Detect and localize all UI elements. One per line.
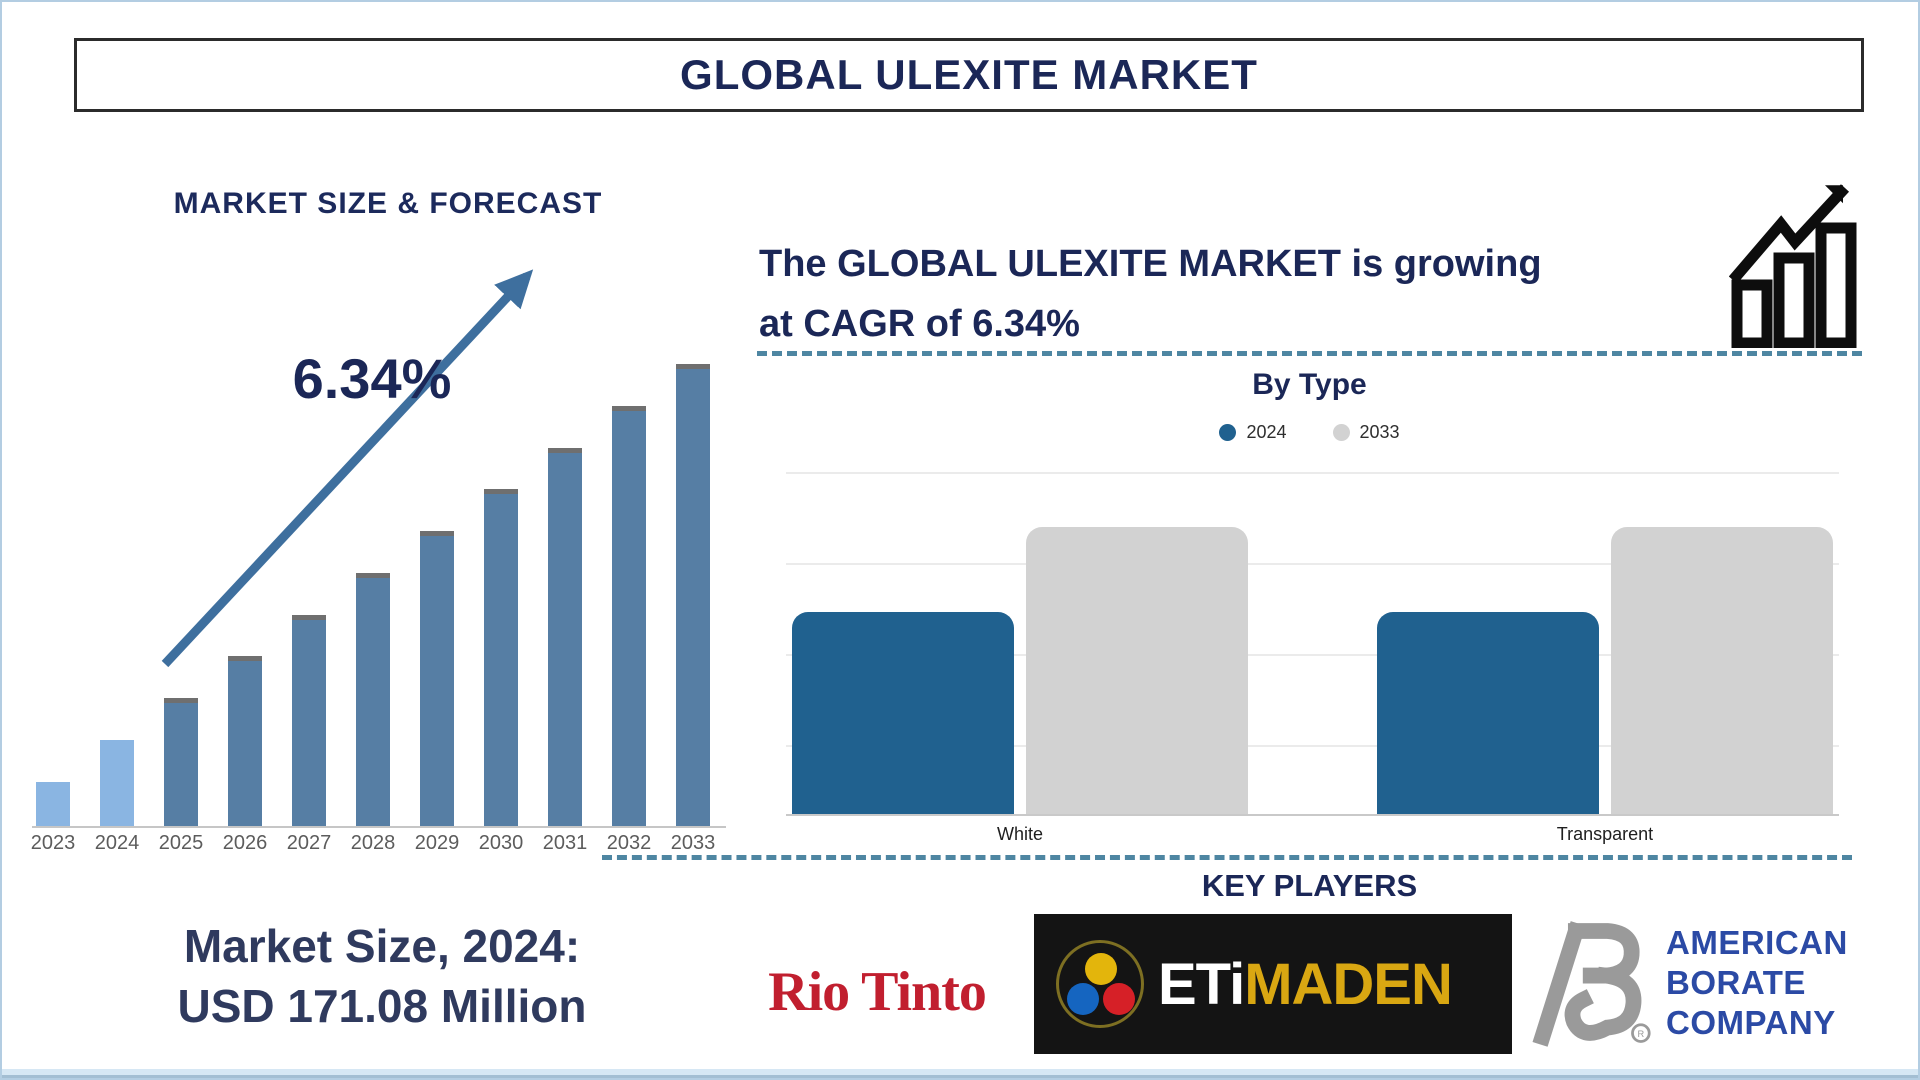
by-type-bar-White-2033 xyxy=(1026,527,1248,814)
market-size-forecast-heading: MARKET SIZE & FORECAST xyxy=(173,187,603,220)
abc-line-american: AMERICAN xyxy=(1666,923,1848,961)
forecast-bar-column-2033: 2033 xyxy=(671,364,715,862)
key-players-heading: KEY PLAYERS xyxy=(1201,868,1418,903)
forecast-year-label: 2031 xyxy=(542,832,588,854)
by-type-label-Transparent: Transparent xyxy=(1556,824,1654,844)
abc-monogram-icon: R xyxy=(1532,921,1651,1047)
etimaden-blue-dot xyxy=(1067,983,1099,1015)
forecast-year-label: 2025 xyxy=(158,832,204,854)
forecast-bar-2033 xyxy=(676,364,710,826)
forecast-bar-column-2026: 2026 xyxy=(223,656,267,862)
abc-registered-mark: R xyxy=(1638,1029,1645,1039)
forecast-year-label: 2027 xyxy=(286,832,332,854)
by-type-group-Transparent xyxy=(1377,527,1833,814)
legend-label: 2033 xyxy=(1359,422,1400,442)
forecast-bar-2030 xyxy=(484,489,518,826)
forecast-bar-2026 xyxy=(228,656,262,826)
by-type-heading: By Type xyxy=(1252,368,1367,401)
by-type-bar-Transparent-2033 xyxy=(1611,527,1833,814)
forecast-year-label: 2023 xyxy=(30,832,76,854)
cagr-headline-line1: The GLOBAL ULEXITE MARKET is growing xyxy=(759,243,1542,285)
growth-chart-icon xyxy=(1729,184,1857,348)
by-type-plot-area xyxy=(786,472,1839,816)
arrow-head xyxy=(1825,185,1843,204)
forecast-bar-2024 xyxy=(100,740,134,826)
by-type-bar-Transparent-2024 xyxy=(1377,612,1599,814)
forecast-year-label: 2028 xyxy=(350,832,396,854)
forecast-bar-2029 xyxy=(420,531,454,826)
legend-label: 2024 xyxy=(1246,422,1287,442)
forecast-bar-column-2031: 2031 xyxy=(543,448,587,862)
etimaden-maden-text: MADEN xyxy=(1244,951,1453,1017)
rio-tinto-logo: Rio Tinto xyxy=(768,961,987,1023)
abc-line-borate: BORATE xyxy=(1666,963,1806,1001)
cagr-annotation: 6.34% xyxy=(292,347,452,410)
forecast-bar-column-2025: 2025 xyxy=(159,698,203,862)
by-type-groups xyxy=(786,527,1839,814)
etimaden-eti-text: ETi xyxy=(1158,951,1245,1017)
by-type-legend: 2024 2033 xyxy=(757,422,1862,443)
forecast-bar-column-2032: 2032 xyxy=(607,406,651,862)
american-borate-logo: R AMERICAN BORATE COMPANY xyxy=(1522,918,1902,1048)
legend-dot-2033 xyxy=(1332,424,1350,441)
market-size-caption: Market Size, 2024: USD 171.08 Million xyxy=(52,917,712,1037)
market-size-caption-line1: Market Size, 2024: xyxy=(183,920,581,972)
bottom-frame-strip xyxy=(2,1069,1918,1078)
market-size-caption-line2: USD 171.08 Million xyxy=(177,979,587,1032)
forecast-bar-2023 xyxy=(36,782,70,826)
dashed-divider-bottom xyxy=(602,855,1852,860)
legend-item-2024: 2024 xyxy=(1219,422,1287,443)
etimaden-wordmark: ETiMADEN xyxy=(1158,951,1453,1018)
page-title: GLOBAL ULEXITE MARKET xyxy=(680,51,1258,98)
by-type-chart: White Transparent xyxy=(786,472,1839,845)
forecast-bar-column-2023: 2023 xyxy=(31,782,75,862)
forecast-bar-2031 xyxy=(548,448,582,826)
forecast-bar-2025 xyxy=(164,698,198,826)
by-type-bar-White-2024 xyxy=(792,612,1014,814)
forecast-x-axis-line xyxy=(32,826,726,828)
forecast-bar-column-2029: 2029 xyxy=(415,531,459,862)
title-box: GLOBAL ULEXITE MARKET xyxy=(74,38,1864,112)
forecast-year-label: 2030 xyxy=(478,832,524,854)
etimaden-logo: ETiMADEN xyxy=(1034,914,1512,1054)
forecast-bar-column-2027: 2027 xyxy=(287,615,331,862)
legend-item-2033: 2033 xyxy=(1332,422,1400,443)
forecast-bar-column-2028: 2028 xyxy=(351,573,395,862)
etimaden-yellow-dot xyxy=(1085,953,1117,985)
by-type-group-White xyxy=(792,527,1248,814)
etimaden-circle-icon xyxy=(1056,940,1144,1028)
etimaden-red-dot xyxy=(1103,983,1135,1015)
by-type-category-labels: White Transparent xyxy=(786,824,1839,845)
by-type-label-White: White xyxy=(996,824,1043,844)
forecast-bar-column-2024: 2024 xyxy=(95,740,139,862)
dashed-divider-top xyxy=(757,351,1862,356)
forecast-year-label: 2032 xyxy=(606,832,652,854)
forecast-year-label: 2033 xyxy=(670,832,716,854)
forecast-bar-2027 xyxy=(292,615,326,826)
cagr-headline: The GLOBAL ULEXITE MARKET is growing at … xyxy=(759,234,1709,354)
market-size-forecast-chart: 2023 2024 2025 2026 2027 2028 2029 2030 2031 2032… xyxy=(31,216,744,862)
cagr-headline-line2: at CAGR of 6.34% xyxy=(759,303,1080,346)
abc-wordmark: AMERICAN BORATE COMPANY xyxy=(1666,923,1848,1044)
forecast-bar-2028 xyxy=(356,573,390,826)
forecast-year-label: 2024 xyxy=(94,832,140,854)
forecast-year-label: 2026 xyxy=(222,832,268,854)
legend-dot-2024 xyxy=(1219,424,1237,441)
forecast-year-label: 2029 xyxy=(414,832,460,854)
forecast-bar-column-2030: 2030 xyxy=(479,489,523,862)
forecast-bars: 2023 2024 2025 2026 2027 2028 2029 2030 2031 2032… xyxy=(31,216,744,862)
forecast-bar-2032 xyxy=(612,406,646,826)
abc-line-company: COMPANY xyxy=(1666,1004,1836,1042)
